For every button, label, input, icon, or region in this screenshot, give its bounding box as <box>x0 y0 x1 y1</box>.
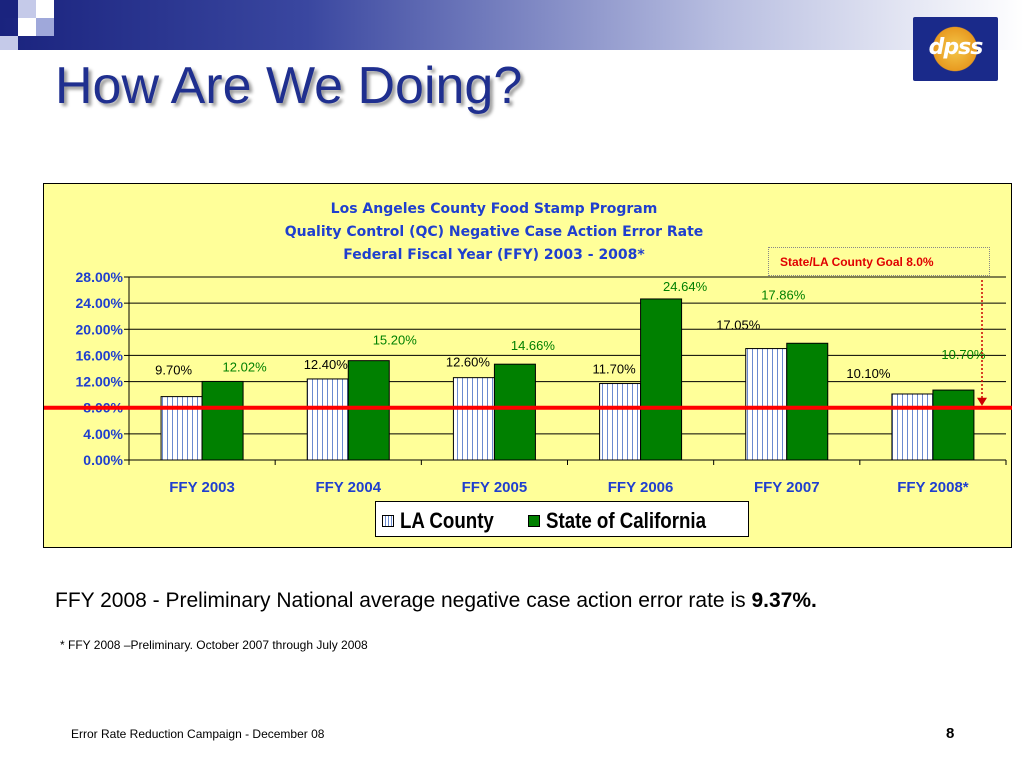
bar-chart: 0.00%4.00%8.00%12.00%16.00%20.00%24.00%2… <box>44 269 1012 496</box>
page-title: How Are We Doing? <box>55 57 523 115</box>
chart-area: Los Angeles County Food Stamp Program Qu… <box>43 183 1012 548</box>
data-label: 15.20% <box>373 333 418 348</box>
x-tick-label: FFY 2004 <box>315 479 381 496</box>
data-label: 24.64% <box>663 279 708 294</box>
logo-text: dpss <box>928 35 984 60</box>
chart-title-line: Los Angeles County Food Stamp Program <box>330 201 658 217</box>
bar-state-of-california <box>347 360 390 461</box>
bar-state-of-california <box>640 298 683 461</box>
x-tick-label: FFY 2005 <box>462 479 528 496</box>
y-tick-label: 24.00% <box>76 295 124 311</box>
legend-swatch-la-county <box>382 515 394 527</box>
decor-square <box>36 18 54 36</box>
legend: LA County State of California <box>375 501 749 537</box>
bar-state-of-california <box>786 342 829 461</box>
y-tick-label: 0.00% <box>83 452 123 468</box>
footnote: * FFY 2008 –Preliminary. October 2007 th… <box>60 638 368 652</box>
bar-state-of-california <box>201 380 244 461</box>
data-label: 12.60% <box>446 355 491 370</box>
decor-square <box>0 0 18 18</box>
bar-state-of-california <box>932 389 975 461</box>
bar-la-county <box>891 393 934 461</box>
decor-square <box>36 0 54 18</box>
page-number: 8 <box>946 725 955 742</box>
decor-square <box>0 36 18 50</box>
x-tick-label: FFY 2008* <box>897 479 969 496</box>
header-band <box>0 0 1024 50</box>
data-label: 14.66% <box>511 338 556 353</box>
data-label: 11.70% <box>593 362 637 377</box>
decor-square <box>18 18 36 36</box>
dpss-logo: dpss <box>913 17 998 81</box>
bar-la-county <box>306 378 349 461</box>
goal-arrow-head <box>977 397 987 406</box>
y-tick-label: 16.00% <box>76 347 124 363</box>
footer-text: Error Rate Reduction Campaign - December… <box>71 727 325 741</box>
x-tick-label: FFY 2003 <box>169 479 235 496</box>
y-tick-label: 20.00% <box>76 321 124 337</box>
legend-item-state-of-california: State of California <box>528 508 734 534</box>
legend-item-la-county: LA County <box>382 508 510 534</box>
x-tick-label: FFY 2007 <box>754 479 820 496</box>
legend-label: State of California <box>546 508 707 533</box>
bar-la-county <box>452 377 495 461</box>
goal-callout: State/LA County Goal 8.0% <box>768 247 990 276</box>
y-tick-label: 4.00% <box>83 426 123 442</box>
x-tick-label: FFY 2006 <box>608 479 674 496</box>
chart-title-line: Federal Fiscal Year (FFY) 2003 - 2008* <box>343 247 645 263</box>
decor-square <box>18 0 36 18</box>
chart-title-line: Quality Control (QC) Negative Case Actio… <box>284 224 704 240</box>
legend-swatch-state <box>528 515 540 527</box>
note-text: FFY 2008 - Preliminary National average … <box>55 589 752 612</box>
legend-label: LA County <box>400 508 494 533</box>
data-label: 9.70% <box>155 363 192 378</box>
y-tick-label: 12.00% <box>76 374 124 390</box>
y-tick-label: 28.00% <box>76 269 124 285</box>
sun-icon <box>927 21 983 77</box>
note-value: 9.37%. <box>751 589 817 612</box>
national-average-note: FFY 2008 - Preliminary National average … <box>55 589 817 613</box>
data-label: 10.10% <box>846 366 891 381</box>
data-label: 10.70% <box>941 347 986 362</box>
bar-state-of-california <box>493 363 536 461</box>
data-label: 17.05% <box>716 318 761 333</box>
data-label: 12.40% <box>304 357 349 372</box>
data-label: 17.86% <box>761 287 806 302</box>
data-label: 12.02% <box>223 359 268 374</box>
bar-la-county <box>745 348 788 461</box>
goal-label: State/LA County Goal 8.0% <box>780 255 934 269</box>
chart-title: Los Angeles County Food Stamp Program Qu… <box>244 198 744 267</box>
bar-la-county <box>599 383 642 461</box>
